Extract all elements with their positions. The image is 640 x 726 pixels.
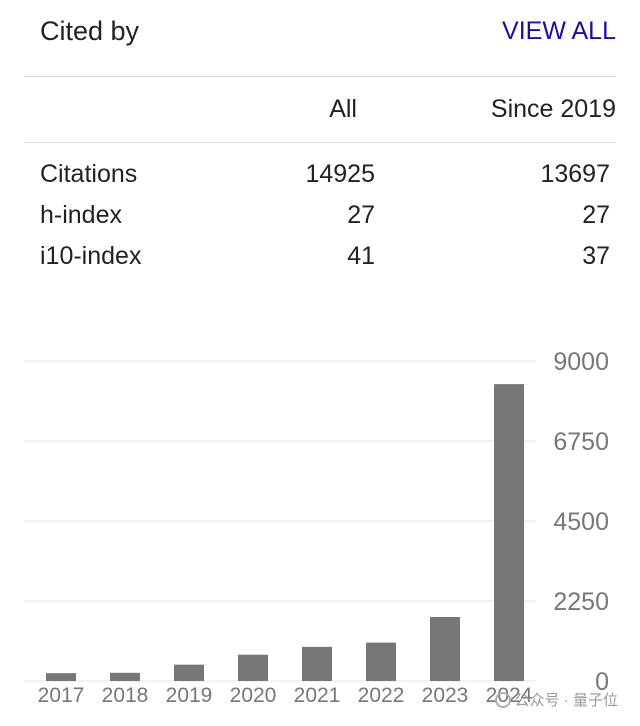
y-tick-label: 9000 — [553, 348, 609, 376]
bar-chart-svg: 9000 6750 4500 2250 0 2017 2018 2019 2020 2021 202… — [24, 348, 609, 707]
bar-2023[interactable] — [430, 617, 460, 681]
citations-per-year-chart: 9000 6750 4500 2250 0 2017 2018 2019 2020 2021 202… — [0, 340, 640, 726]
y-tick-label: 6750 — [553, 428, 609, 456]
y-tick-label: 2250 — [553, 588, 609, 616]
x-tick-label: 2019 — [166, 684, 213, 707]
x-tick-label: 2021 — [294, 684, 341, 707]
bar-2024[interactable] — [494, 384, 524, 681]
watermark-text: 公众号 · 量子位 — [514, 692, 618, 709]
bar-2022[interactable] — [366, 642, 396, 681]
wechat-icon — [494, 691, 511, 708]
stat-label: Citations — [40, 160, 138, 188]
stat-label: i10-index — [40, 242, 142, 270]
bar-2021[interactable] — [302, 646, 332, 681]
x-tick-label: 2023 — [422, 684, 469, 707]
stat-value-since: 27 — [582, 201, 610, 229]
cited-by-header: Cited by VIEW ALL — [24, 0, 616, 77]
bar-2018[interactable] — [110, 672, 140, 681]
column-header-row: All Since 2019 — [24, 76, 616, 143]
bar-2019[interactable] — [174, 664, 204, 681]
stat-value-all: 27 — [347, 201, 375, 229]
stat-row-h-index: h-index 27 27 — [40, 201, 610, 242]
column-header-all: All — [329, 95, 357, 123]
y-tick-label: 0 — [595, 668, 609, 696]
section-title: Cited by — [40, 16, 140, 46]
stat-row-citations: Citations 14925 13697 — [40, 160, 610, 201]
stat-value-since: 13697 — [540, 160, 610, 188]
bar-2017[interactable] — [46, 673, 76, 681]
citation-stats-table: Citations 14925 13697 h-index 27 27 i10-… — [40, 160, 610, 283]
stat-value-all: 14925 — [305, 160, 375, 188]
stat-value-since: 37 — [582, 242, 610, 270]
x-tick-label: 2022 — [358, 684, 405, 707]
column-header-since: Since 2019 — [490, 95, 616, 123]
stat-value-all: 41 — [347, 242, 375, 270]
x-tick-label: 2018 — [102, 684, 149, 707]
x-tick-label: 2020 — [230, 684, 277, 707]
y-tick-label: 4500 — [553, 508, 609, 536]
x-tick-label: 2017 — [38, 684, 85, 707]
stat-label: h-index — [40, 201, 122, 229]
stat-row-i10-index: i10-index 41 37 — [40, 242, 610, 283]
bar-2020[interactable] — [238, 654, 268, 681]
watermark: 公众号 · 量子位 — [494, 689, 618, 710]
view-all-link[interactable]: VIEW ALL — [502, 17, 616, 45]
